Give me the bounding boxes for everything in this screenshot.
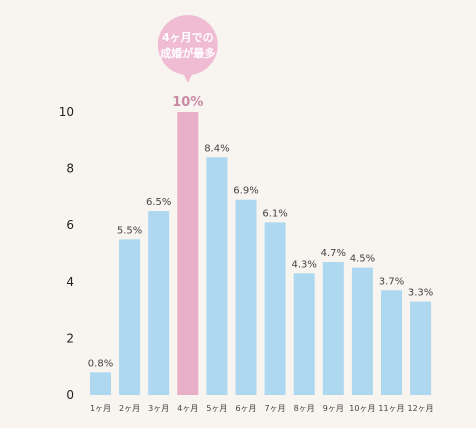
value-labels: 0.8% 5.5% 6.5% 10% 8.4% 6.9% 6.1% 4.3% 4.7% 4.5% 3…: [88, 95, 434, 369]
x-axis: 1ヶ月 2ヶ月 3ヶ月 4ヶ月 5ヶ月 6ヶ月 7ヶ月 8ヶ月 9ヶ月 10ヶ月 11ヶ月 12ヶ月: [90, 404, 434, 413]
x-tick-label: 6ヶ月: [235, 404, 256, 413]
bar: [235, 199, 257, 395]
value-label: 0.8%: [88, 358, 113, 369]
x-tick-label: 1ヶ月: [90, 404, 111, 413]
x-tick-label: 12ヶ月: [408, 404, 434, 413]
bar: [381, 290, 402, 395]
value-label: 3.3%: [408, 288, 433, 299]
value-label: 4.3%: [291, 259, 316, 270]
value-label: 4.7%: [321, 248, 346, 259]
x-tick-label: 5ヶ月: [206, 404, 227, 413]
x-tick-label: 4ヶ月: [177, 404, 198, 413]
value-label: 6.9%: [233, 186, 258, 197]
annotation-line-1: 4ヶ月での: [162, 31, 214, 44]
bar: [90, 372, 111, 395]
bar: [410, 301, 432, 395]
y-tick-label: 2: [66, 331, 74, 345]
annotation-pointer: [181, 71, 194, 83]
value-label: 8.4%: [204, 143, 229, 154]
x-tick-label: 11ヶ月: [378, 404, 404, 413]
bar: [293, 273, 315, 395]
value-label: 6.1%: [262, 208, 287, 219]
annotation-circle: [157, 15, 218, 75]
bar: [119, 239, 141, 395]
y-tick-label: 10: [59, 105, 74, 119]
value-label: 5.5%: [117, 225, 142, 236]
bar: [351, 267, 373, 395]
bar: [264, 222, 286, 395]
x-tick-label: 9ヶ月: [323, 404, 344, 413]
x-tick-label: 3ヶ月: [148, 404, 169, 413]
bar: [148, 211, 170, 395]
bar: [206, 157, 228, 395]
y-tick-label: 4: [66, 275, 74, 289]
value-label: 10%: [172, 95, 203, 110]
value-label: 4.5%: [350, 254, 375, 265]
value-label: 6.5%: [146, 197, 171, 208]
y-tick-label: 6: [66, 218, 74, 232]
x-tick-label: 8ヶ月: [294, 404, 315, 413]
y-tick-label: 0: [66, 388, 74, 402]
y-tick-label: 8: [66, 162, 74, 176]
x-tick-label: 10ヶ月: [349, 404, 375, 413]
bar-highlight: [177, 112, 199, 395]
x-tick-label: 2ヶ月: [119, 404, 140, 413]
x-tick-label: 7ヶ月: [265, 404, 286, 413]
value-label: 3.7%: [379, 276, 404, 287]
bars: [90, 112, 432, 395]
bar: [322, 261, 344, 395]
annotation-line-2: 成婚が最多: [160, 46, 215, 60]
y-axis: 0 2 4 6 8 10: [59, 105, 74, 402]
